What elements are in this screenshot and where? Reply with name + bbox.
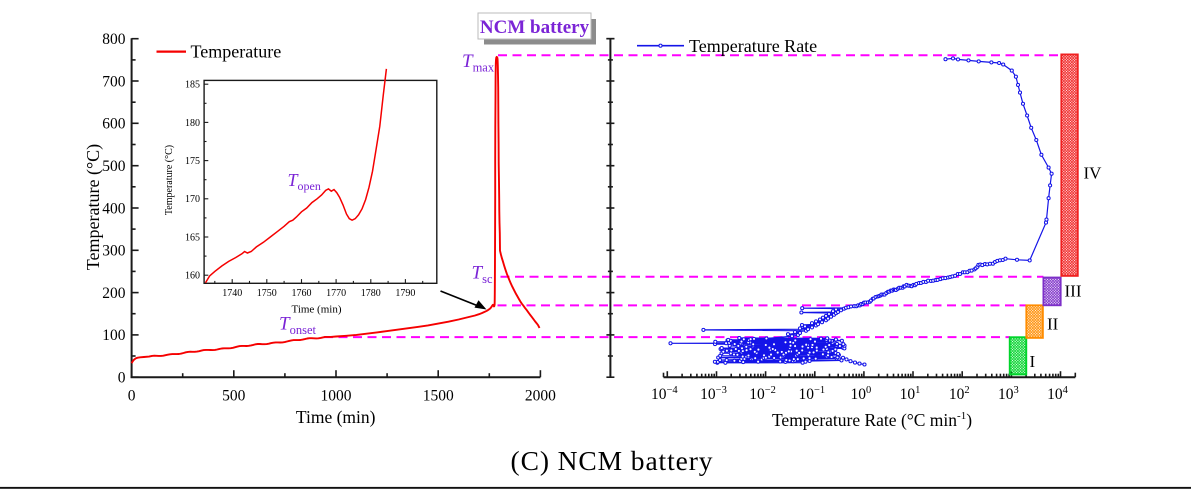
svg-text:170: 170 — [185, 194, 200, 205]
svg-text:(C) NCM battery: (C) NCM battery — [511, 445, 714, 476]
svg-text:Temperature (°C): Temperature (°C) — [83, 144, 104, 270]
svg-text:Temperature Rate: Temperature Rate — [689, 36, 817, 56]
svg-text:1770: 1770 — [326, 288, 346, 299]
svg-text:NCM battery: NCM battery — [480, 17, 590, 38]
svg-text:0: 0 — [118, 370, 126, 387]
svg-text:Time (min): Time (min) — [296, 407, 376, 427]
svg-text:180: 180 — [185, 118, 200, 129]
svg-text:400: 400 — [102, 200, 126, 217]
svg-text:Temperature (°C): Temperature (°C) — [164, 145, 175, 215]
svg-text:185: 185 — [185, 80, 200, 91]
svg-text:2000: 2000 — [525, 388, 556, 405]
svg-text:160: 160 — [185, 271, 200, 282]
svg-text:Temperature: Temperature — [191, 42, 282, 62]
svg-text:1790: 1790 — [395, 288, 415, 299]
svg-text:1780: 1780 — [361, 288, 381, 299]
svg-text:600: 600 — [102, 116, 126, 133]
svg-text:1750: 1750 — [257, 288, 277, 299]
svg-text:175: 175 — [185, 156, 200, 167]
svg-text:165: 165 — [185, 232, 200, 243]
svg-text:III: III — [1065, 282, 1082, 301]
svg-text:500: 500 — [102, 158, 126, 175]
svg-text:100: 100 — [102, 327, 126, 344]
svg-text:300: 300 — [102, 243, 126, 260]
svg-text:Temperature Rate (°C min-1): Temperature Rate (°C min-1) — [772, 410, 972, 430]
svg-text:IV: IV — [1084, 164, 1103, 183]
svg-text:1500: 1500 — [423, 388, 454, 405]
svg-text:800: 800 — [102, 31, 126, 48]
svg-text:I: I — [1030, 352, 1036, 371]
svg-text:1760: 1760 — [292, 288, 312, 299]
svg-text:200: 200 — [102, 285, 126, 302]
svg-text:Time (min): Time (min) — [291, 304, 341, 316]
svg-text:1740: 1740 — [222, 288, 242, 299]
svg-text:500: 500 — [222, 388, 246, 405]
svg-text:0: 0 — [128, 388, 136, 405]
svg-text:1000: 1000 — [321, 388, 352, 405]
svg-text:700: 700 — [102, 73, 126, 90]
svg-text:II: II — [1047, 315, 1059, 334]
